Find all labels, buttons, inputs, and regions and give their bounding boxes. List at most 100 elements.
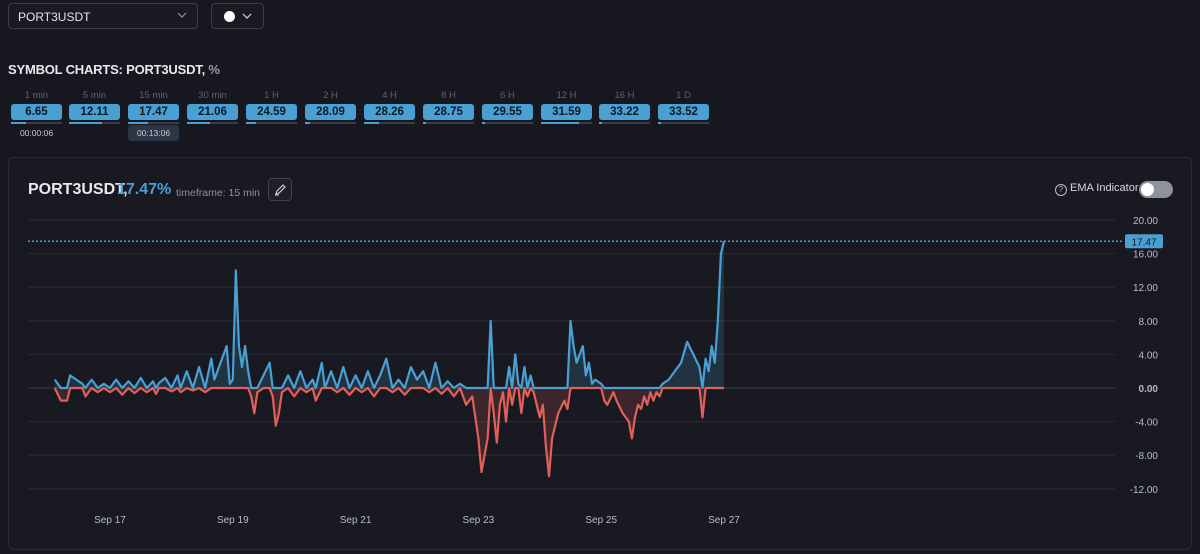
timeframe-card[interactable]: 5 min 12.11 — [69, 90, 120, 124]
timeframe-label: 16 H — [614, 90, 635, 101]
timeframe-progress-bar — [482, 122, 533, 124]
y-tick-label: -4.00 — [1135, 418, 1158, 429]
y-tick-label: 12.00 — [1133, 283, 1158, 294]
toggle-knob — [1141, 183, 1154, 196]
section-title-unit: % — [208, 62, 220, 77]
timeframe-label: 2 H — [323, 90, 338, 101]
y-tick-label: -8.00 — [1135, 451, 1158, 462]
timeframe-label: 1 H — [264, 90, 279, 101]
ema-label: EMA Indicator — [1070, 182, 1139, 194]
ema-indicator: ? EMA Indicator — [1055, 182, 1138, 196]
y-tick-label: 8.00 — [1139, 317, 1159, 328]
x-tick-label: Sep 17 — [94, 515, 126, 526]
chart-panel — [8, 157, 1192, 550]
timeframe-timer: 00:13:06 — [128, 125, 179, 141]
timeframe-value: 21.06 — [187, 104, 238, 120]
timeframe-progress-bar — [11, 122, 62, 124]
timeframe-progress-fill — [246, 122, 257, 124]
timeframe-progress-bar — [658, 122, 709, 124]
timeframe-progress-fill — [658, 122, 661, 124]
current-value-label: 17.47 — [1131, 237, 1156, 248]
timeframe-value: 24.59 — [246, 104, 297, 120]
timeframe-progress-bar — [541, 122, 592, 124]
color-select[interactable] — [211, 3, 264, 29]
timeframe-label: 8 H — [441, 90, 456, 101]
draw-tool-button[interactable] — [268, 178, 292, 201]
timeframe-card[interactable]: 4 H 28.26 — [364, 90, 415, 124]
timeframe-label: 15 min — [139, 90, 168, 101]
timeframe-progress-bar — [246, 122, 297, 124]
timeframe-progress-fill — [69, 122, 103, 124]
timeframe-label: 1 min — [24, 90, 49, 101]
timeframe-progress-fill — [187, 122, 210, 124]
timeframe-label: 6 H — [500, 90, 515, 101]
timeframe-card[interactable]: 15 min 17.47 00:13:06 — [128, 90, 179, 141]
section-title-text: SYMBOL CHARTS: PORT3USDT, — [8, 62, 205, 77]
timeframe-progress-fill — [128, 122, 149, 124]
timeframe-progress-bar — [187, 122, 238, 124]
timeframe-card[interactable]: 12 H 31.59 — [541, 90, 592, 124]
timeframe-value: 12.11 — [69, 104, 120, 120]
timeframe-progress-fill — [599, 122, 602, 124]
timeframe-value: 33.22 — [599, 104, 650, 120]
timeframe-card[interactable]: 16 H 33.22 — [599, 90, 650, 124]
timeframe-progress-fill — [482, 122, 485, 124]
timeframe-progress-fill — [541, 122, 580, 124]
timeframe-card[interactable]: 8 H 28.75 — [423, 90, 474, 124]
timeframe-progress-fill — [11, 122, 27, 124]
ema-toggle[interactable] — [1139, 181, 1173, 198]
timeframe-card[interactable]: 2 H 28.09 — [305, 90, 356, 124]
timeframe-card[interactable]: 1 min 6.65 00:00:06 — [11, 90, 62, 141]
timeframe-progress-bar — [128, 122, 179, 124]
timeframe-label: 1 D — [676, 90, 691, 101]
timeframe-label: 30 min — [198, 90, 227, 101]
x-tick-label: Sep 25 — [585, 515, 617, 526]
positive-area — [54, 241, 725, 388]
chevron-down-icon — [242, 13, 252, 19]
chart-current-pct: 17.47% — [117, 181, 172, 198]
timeframe-label: 5 min — [82, 90, 107, 101]
chart-timeframe-text: timeframe: 15 min — [176, 187, 261, 199]
y-tick-label: -12.00 — [1130, 485, 1159, 496]
timeframe-progress-bar — [69, 122, 120, 124]
x-tick-label: Sep 21 — [340, 515, 372, 526]
timeframe-card[interactable]: 1 D 33.52 — [658, 90, 709, 124]
timeframe-value: 28.75 — [423, 104, 474, 120]
symbol-select[interactable]: PORT3USDT — [8, 3, 198, 29]
timeframe-card[interactable]: 1 H 24.59 — [246, 90, 297, 124]
x-tick-label: Sep 23 — [463, 515, 495, 526]
timeframe-progress-bar — [599, 122, 650, 124]
timeframe-progress-bar — [423, 122, 474, 124]
timeframe-progress-fill — [423, 122, 426, 124]
timeframe-value: 29.55 — [482, 104, 533, 120]
timeframe-progress-fill — [364, 122, 380, 124]
chart-symbol-title: PORT3USDT, — [28, 181, 128, 198]
timeframe-label: 12 H — [556, 90, 577, 101]
timeframe-card[interactable]: 30 min 21.06 — [187, 90, 238, 124]
y-tick-label: 0.00 — [1139, 384, 1159, 395]
timeframe-value: 17.47 — [128, 104, 179, 120]
negative-area — [54, 388, 725, 477]
timeframe-value: 31.59 — [541, 104, 592, 120]
timeframe-value: 28.26 — [364, 104, 415, 120]
color-swatch — [224, 11, 235, 22]
timeframe-progress-fill — [305, 122, 311, 124]
chevron-down-icon — [177, 12, 187, 18]
timeframe-progress-bar — [364, 122, 415, 124]
help-icon[interactable]: ? — [1055, 184, 1067, 196]
timeframe-timer: 00:00:06 — [19, 128, 54, 138]
pen-icon — [275, 184, 286, 196]
y-tick-label: 16.00 — [1133, 250, 1158, 261]
timeframe-card[interactable]: 6 H 29.55 — [482, 90, 533, 124]
positive-series-line — [53, 240, 726, 390]
timeframe-value: 28.09 — [305, 104, 356, 120]
y-tick-label: 20.00 — [1133, 216, 1158, 227]
timeframe-value: 33.52 — [658, 104, 709, 120]
negative-series-line — [53, 386, 724, 478]
timeframe-progress-bar — [305, 122, 356, 124]
timeframe-value: 6.65 — [11, 104, 62, 120]
y-tick-label: 4.00 — [1139, 350, 1159, 361]
x-tick-label: Sep 19 — [217, 515, 249, 526]
symbol-select-value: PORT3USDT — [18, 10, 91, 24]
